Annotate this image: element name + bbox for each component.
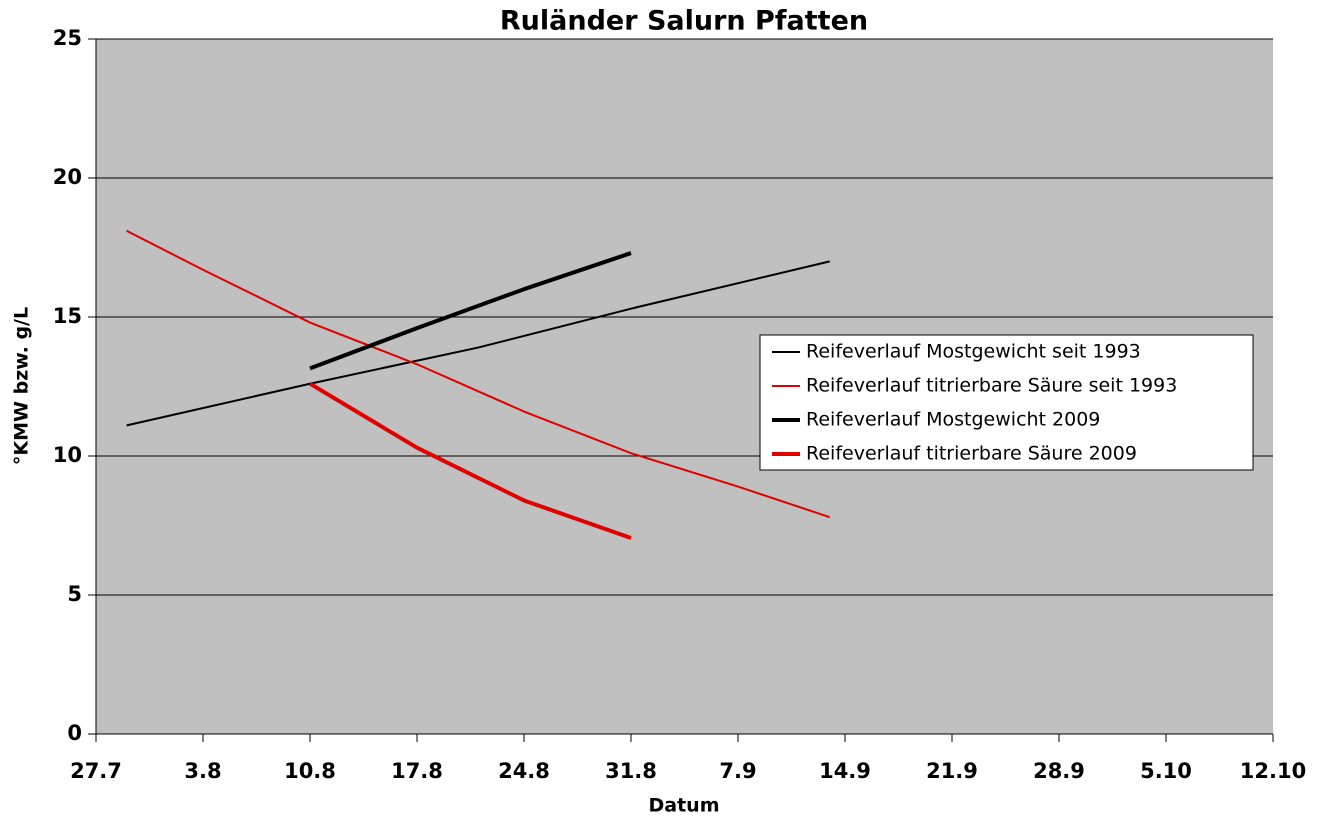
y-tick-label: 25 xyxy=(53,26,82,50)
x-tick-label: 21.9 xyxy=(926,759,978,783)
y-tick-label: 10 xyxy=(53,443,82,467)
y-tick-label: 5 xyxy=(67,582,82,606)
x-tick-label: 14.9 xyxy=(819,759,871,783)
x-tick-label: 27.7 xyxy=(70,759,122,783)
legend-label: Reifeverlauf Mostgewicht 2009 xyxy=(806,409,1100,431)
chart-title: Ruländer Salurn Pfatten xyxy=(500,6,868,37)
x-tick-label: 24.8 xyxy=(498,759,550,783)
y-axis-label: °KMW bzw. g/L xyxy=(11,307,33,465)
x-tick-label: 10.8 xyxy=(284,759,336,783)
legend-label: Reifeverlauf titrierbare Säure seit 1993 xyxy=(806,375,1177,397)
x-axis-label: Datum xyxy=(649,795,720,817)
y-tick-label: 20 xyxy=(53,165,82,189)
y-tick-label: 0 xyxy=(67,721,82,745)
series-line xyxy=(126,260,830,427)
x-tick-label: 12.10 xyxy=(1240,759,1306,783)
series-line xyxy=(309,251,632,371)
x-tick-label: 5.10 xyxy=(1140,759,1192,783)
legend xyxy=(759,334,1254,471)
legend-label: Reifeverlauf titrierbare Säure 2009 xyxy=(806,443,1137,465)
x-tick-label: 3.8 xyxy=(184,759,221,783)
x-tick-label: 7.9 xyxy=(719,759,756,783)
x-tick-label: 31.8 xyxy=(605,759,657,783)
series-line xyxy=(308,382,632,540)
series-line xyxy=(126,229,831,519)
x-tick-label: 17.8 xyxy=(391,759,443,783)
x-tick-label: 28.9 xyxy=(1033,759,1085,783)
y-tick-label: 15 xyxy=(53,304,82,328)
legend-label: Reifeverlauf Mostgewicht seit 1993 xyxy=(806,341,1141,363)
